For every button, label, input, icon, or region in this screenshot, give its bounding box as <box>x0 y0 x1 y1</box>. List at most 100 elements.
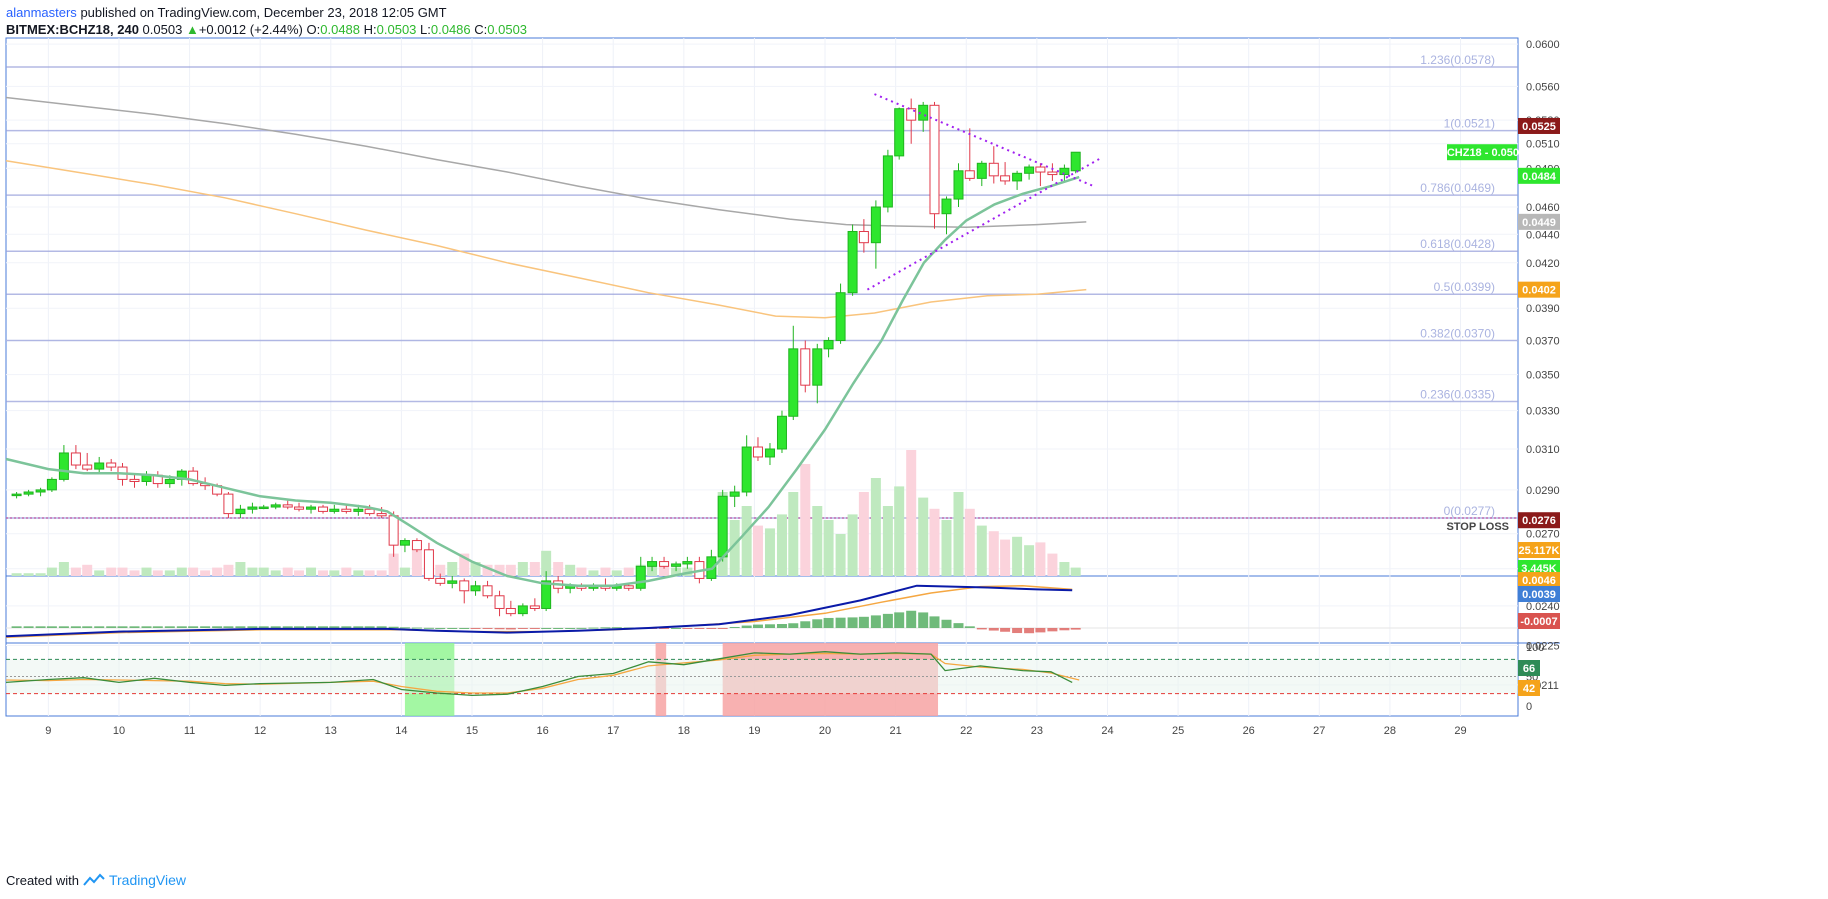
price-tick-label: 0.0390 <box>1526 303 1560 315</box>
candle <box>294 502 305 512</box>
author-link[interactable]: alanmasters <box>6 5 77 20</box>
macd-histogram-bar <box>258 626 269 628</box>
macd-histogram-bar <box>870 615 881 628</box>
candle-body <box>776 415 787 450</box>
candle-body <box>318 506 329 512</box>
published-text: published on TradingView.com, December 2… <box>80 5 447 20</box>
candle-body <box>941 198 952 215</box>
candle <box>270 502 281 510</box>
macd-histogram-bar <box>106 626 117 628</box>
volume-bar <box>858 492 869 576</box>
candle-body <box>1070 151 1081 172</box>
candle <box>835 283 846 344</box>
macd-histogram-bar <box>717 627 728 629</box>
symbol-label[interactable]: BITMEX:BCHZ18, 240 <box>6 22 139 37</box>
candle <box>1047 163 1058 181</box>
volume-bar <box>164 570 175 576</box>
price-tick-label: 0.0225 <box>1526 640 1560 652</box>
macd-histogram-bar <box>58 626 69 628</box>
volume-bar <box>505 564 516 576</box>
macd-histogram-bar <box>529 627 540 629</box>
macd-histogram-bar <box>764 624 775 628</box>
volume-bar <box>1000 539 1011 576</box>
candle-body <box>341 508 352 512</box>
candle <box>58 445 69 482</box>
tradingview-brand[interactable]: TradingView <box>108 872 187 888</box>
candle-body <box>294 506 305 510</box>
candle <box>918 101 929 132</box>
volume-bar <box>964 508 975 576</box>
candle <box>482 580 493 599</box>
macd-histogram-bar <box>553 627 564 629</box>
high-label: H: <box>363 22 377 37</box>
rsi-tick-label: 0 <box>1526 701 1532 713</box>
price-tick-label: 0.0560 <box>1526 81 1560 93</box>
volume-bar <box>671 567 682 576</box>
candle <box>812 343 823 404</box>
candle-body <box>882 155 893 208</box>
candle <box>847 224 858 296</box>
volume-bar <box>58 562 69 576</box>
stop-loss-label: STOP LOSS <box>1446 521 1509 533</box>
x-tick-label: 27 <box>1313 725 1325 737</box>
candle <box>788 325 799 421</box>
macd-histogram-bar <box>329 626 340 628</box>
macd-histogram-bar <box>1070 627 1081 630</box>
candle-body <box>459 580 470 592</box>
candle-body <box>364 508 375 515</box>
x-tick-label: 21 <box>890 725 902 737</box>
candle <box>1000 162 1011 185</box>
candle-body <box>659 561 670 567</box>
candle-body <box>729 491 740 497</box>
candle <box>647 556 658 572</box>
macd-histogram-bar <box>576 627 587 629</box>
candle-body <box>988 162 999 177</box>
volume-bar <box>223 564 234 576</box>
volume-bar <box>894 486 905 576</box>
candle-body <box>752 446 763 458</box>
candle-body <box>764 448 775 458</box>
macd-histogram-bar <box>1000 627 1011 632</box>
last-price: 0.0503 <box>142 22 183 37</box>
candle-body <box>235 508 246 515</box>
candle <box>459 578 470 604</box>
candle <box>635 556 646 591</box>
x-tick-label: 25 <box>1172 725 1184 737</box>
candle <box>882 149 893 213</box>
candle <box>411 538 422 553</box>
volume-bar <box>1024 545 1035 576</box>
candle <box>858 219 869 253</box>
candle-body <box>482 585 493 597</box>
candle-body <box>741 446 752 493</box>
volume-bar <box>399 567 410 576</box>
price-tick-label: 0.0350 <box>1526 370 1560 382</box>
candle <box>399 538 410 553</box>
price-tick-label: 0.0600 <box>1526 39 1560 51</box>
candle-body <box>353 508 364 512</box>
candle <box>752 437 763 461</box>
volume-bar <box>11 573 22 576</box>
volume-bar <box>435 564 446 576</box>
volume-bar <box>188 567 199 576</box>
volume-bar <box>270 570 281 576</box>
macd-histogram-bar <box>682 627 693 629</box>
volume-bar <box>411 550 422 576</box>
macd-histogram-bar <box>164 626 175 628</box>
price-tick-label: 0.0510 <box>1526 139 1560 151</box>
price-tag <box>1518 117 1560 134</box>
candle-body <box>270 504 281 508</box>
candle-body <box>94 462 105 470</box>
volume-bar <box>176 567 187 576</box>
x-tick-label: 26 <box>1243 725 1255 737</box>
rsi-d-label: 42 <box>1523 683 1535 695</box>
macd-histogram-bar <box>399 627 410 629</box>
candle <box>329 504 340 514</box>
macd-histogram-bar <box>517 627 528 629</box>
tradingview-logo-icon <box>83 873 105 886</box>
volume-bar <box>565 564 576 576</box>
volume-bar <box>306 567 317 576</box>
x-tick-label: 29 <box>1454 725 1466 737</box>
macd-line <box>5 584 1073 638</box>
volume-bar <box>129 570 140 576</box>
